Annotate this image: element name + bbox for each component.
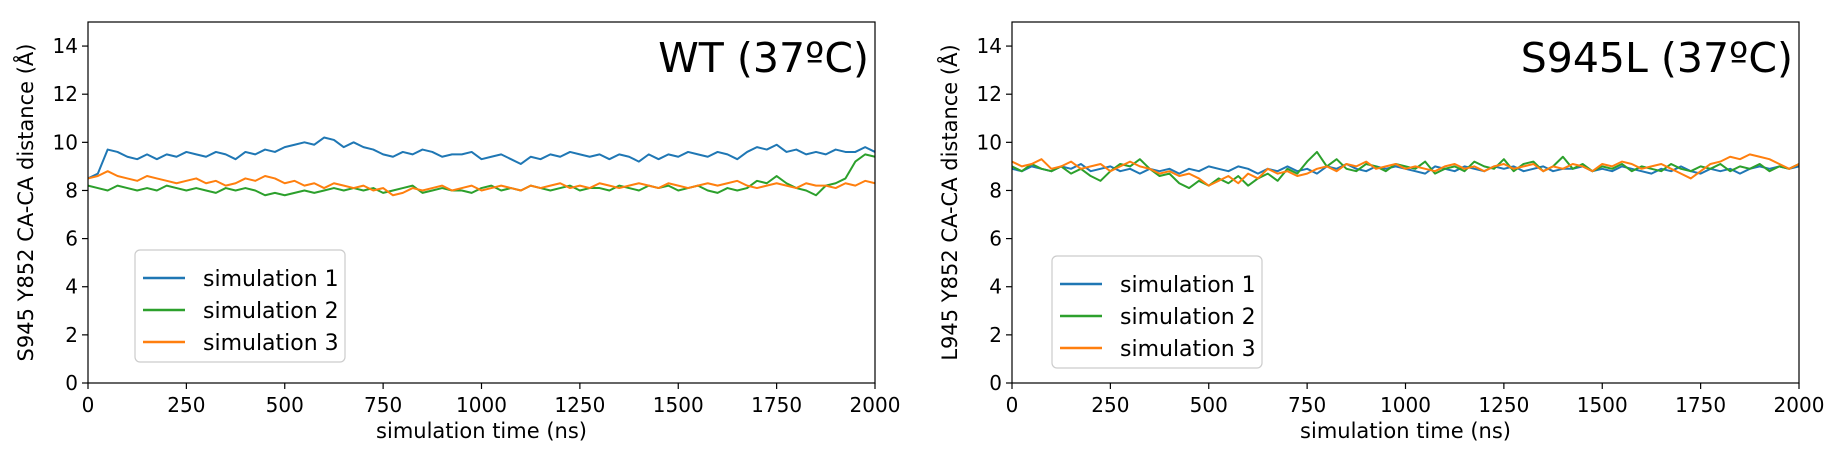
legend-label: simulation 1 <box>1120 273 1256 298</box>
x-tick-label: 500 <box>1190 393 1228 417</box>
y-tick-label: 6 <box>989 227 1002 251</box>
chart-panel-2: 0 250 500 750 1000 1250 1500 1750 2000 0 2 4 6 8 10 12 1… <box>936 21 1825 443</box>
y-tick-label: 14 <box>977 34 1002 58</box>
y-tick-label: 0 <box>989 371 1002 395</box>
y-tick-label: 2 <box>65 323 78 347</box>
x-tick-label: 1500 <box>653 393 704 417</box>
legend-label: simulation 3 <box>1120 337 1256 362</box>
legend: simulation 1 simulation 2 simulation 3 <box>134 249 346 363</box>
series-line-3 <box>87 170 876 197</box>
y-tick-label: 6 <box>65 227 78 251</box>
x-axis-label: simulation time (ns) <box>1300 419 1511 443</box>
legend-box <box>134 249 346 363</box>
y-tick-label: 4 <box>65 275 78 299</box>
x-tick-label: 1250 <box>554 393 605 417</box>
x-tick-label: 2000 <box>850 393 901 417</box>
y-tick-label: 12 <box>977 82 1002 106</box>
y-tick-label: 12 <box>53 82 78 106</box>
x-tick-label: 750 <box>364 393 402 417</box>
legend-label: simulation 3 <box>203 331 339 356</box>
x-tick-label: 500 <box>266 393 304 417</box>
y-axis-label: L945 Y852 CA-CA distance (Å) <box>936 44 962 360</box>
y-axis-label: S945 Y852 CA-CA distance (Å) <box>12 44 38 362</box>
x-axis-label: simulation time (ns) <box>376 419 587 443</box>
series-line-2 <box>87 153 876 197</box>
y-tick-label: 10 <box>53 130 78 154</box>
y-tick-label: 10 <box>977 130 1002 154</box>
x-tick-label: 250 <box>1091 393 1129 417</box>
legend-label: simulation 2 <box>203 299 339 324</box>
x-tick-label: 1250 <box>1478 393 1529 417</box>
x-tick-label: 1750 <box>751 393 802 417</box>
x-tick-label: 1750 <box>1675 393 1726 417</box>
legend-box <box>1051 255 1263 369</box>
series-line-2 <box>1011 150 1800 190</box>
y-tick-label: 8 <box>65 178 78 202</box>
panel-title: S945L (37ºC) <box>1521 34 1793 82</box>
series-line-3 <box>1011 153 1800 187</box>
x-tick-label: 750 <box>1288 393 1326 417</box>
legend-label: simulation 2 <box>1120 305 1256 330</box>
x-tick-label: 1000 <box>456 393 507 417</box>
x-tick-label: 250 <box>167 393 205 417</box>
panel-title: WT (37ºC) <box>658 34 869 82</box>
x-tick-label: 0 <box>82 393 95 417</box>
y-tick-label: 2 <box>989 323 1002 347</box>
chart-panel-1: 0 250 500 750 1000 1250 1500 1750 2000 0 2 4 6 8 10 12 1… <box>12 21 901 443</box>
x-tick-label: 2000 <box>1774 393 1825 417</box>
x-tick-label: 0 <box>1006 393 1019 417</box>
series-line-1 <box>87 136 876 180</box>
x-tick-label: 1500 <box>1577 393 1628 417</box>
y-tick-label: 14 <box>53 34 78 58</box>
y-tick-label: 8 <box>989 178 1002 202</box>
legend-label: simulation 1 <box>203 267 339 292</box>
y-tick-label: 4 <box>989 275 1002 299</box>
x-tick-label: 1000 <box>1380 393 1431 417</box>
legend: simulation 1 simulation 2 simulation 3 <box>1051 255 1263 369</box>
y-tick-label: 0 <box>65 371 78 395</box>
